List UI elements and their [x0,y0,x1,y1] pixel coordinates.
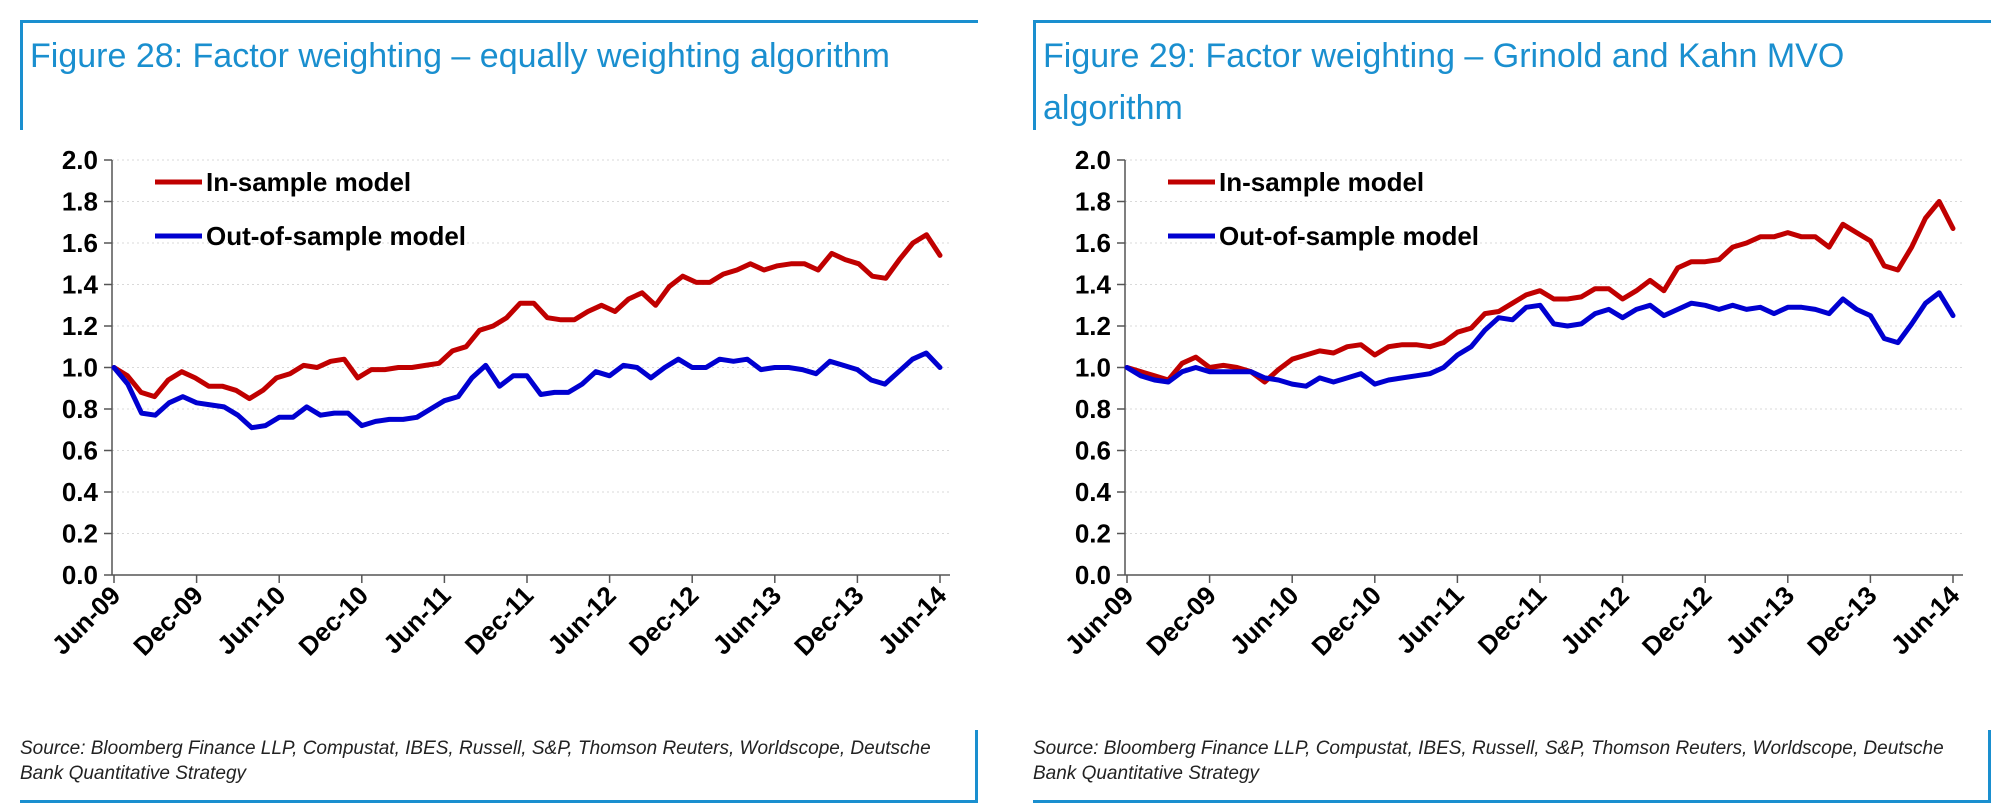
bottom-divider [20,800,978,803]
legend-label: In-sample model [206,167,411,197]
y-tick-label: 0.8 [62,394,98,424]
legend-label: In-sample model [1219,167,1424,197]
x-tick-label: Jun-14 [872,580,953,661]
figure-28-panel: Figure 28: Factor weighting – equally we… [20,0,1000,812]
x-tick-label: Jun-10 [211,580,291,660]
y-tick-label: 1.0 [62,353,98,383]
source-note: Source: Bloomberg Finance LLP, Compustat… [20,738,931,784]
x-tick-label: Jun-13 [1720,580,1800,660]
x-tick-label: Dec-12 [1636,580,1718,662]
y-tick-label: 1.2 [62,311,98,341]
x-tick-label: Dec-11 [1472,580,1552,660]
series-line-in-sample-model [1124,199,1956,385]
y-tick-label: 1.4 [62,270,99,300]
y-tick-label: 0.2 [1075,519,1111,549]
source-divider [1988,730,1991,800]
x-tick-label: Jun-11 [377,580,456,659]
top-divider [1033,20,1991,23]
y-tick-label: 1.6 [1075,228,1111,258]
x-tick-label: Jun-12 [1554,580,1634,660]
x-tick-label: Jun-10 [1224,580,1304,660]
x-tick-label: Dec-09 [1140,580,1222,662]
y-tick-label: 0.6 [1075,436,1111,466]
x-tick-label: Dec-13 [1801,580,1883,662]
series-line-in-sample-model [111,232,943,402]
x-tick-label: Dec-13 [788,580,870,662]
y-tick-label: 1.6 [62,228,98,258]
x-tick-label: Dec-11 [459,580,539,660]
y-tick-label: 0.0 [1075,560,1111,590]
x-tick-label: Dec-10 [1306,580,1388,662]
y-tick-label: 1.8 [62,187,98,217]
x-tick-label: Jun-13 [707,580,787,660]
bottom-divider [1033,800,1991,803]
x-tick-label: Dec-10 [293,580,375,662]
y-tick-label: 0.2 [62,519,98,549]
left-divider [1033,20,1036,130]
source-divider [975,730,978,800]
x-tick-label: Jun-11 [1390,580,1469,659]
x-tick-label: Dec-12 [623,580,705,662]
figure-title: Figure 29: Factor weighting – Grinold an… [1043,37,1845,127]
y-tick-label: 2.0 [1075,145,1111,175]
x-tick-label: Jun-14 [1885,580,1966,661]
series-line-out-of-sample-model [1124,290,1956,389]
y-tick-label: 1.8 [1075,187,1111,217]
figure-title: Figure 28: Factor weighting – equally we… [30,37,890,75]
x-tick-label: Dec-09 [127,580,209,662]
y-tick-label: 0.4 [62,477,99,507]
x-tick-label: Jun-09 [1059,580,1139,660]
y-tick-label: 0.0 [62,560,98,590]
legend-label: Out-of-sample model [1219,221,1479,251]
x-tick-label: Jun-09 [46,580,126,660]
y-tick-label: 0.4 [1075,477,1112,507]
y-tick-label: 1.2 [1075,311,1111,341]
legend-label: Out-of-sample model [206,221,466,251]
y-tick-label: 2.0 [62,145,98,175]
y-tick-label: 1.4 [1075,270,1112,300]
series-line-out-of-sample-model [111,350,943,431]
left-divider [20,20,23,130]
top-divider [20,20,978,23]
y-tick-label: 1.0 [1075,353,1111,383]
figure-29-panel: Figure 29: Factor weighting – Grinold an… [1033,0,2000,812]
x-tick-label: Jun-12 [541,580,621,660]
source-note: Source: Bloomberg Finance LLP, Compustat… [1033,738,1944,784]
y-tick-label: 0.6 [62,436,98,466]
y-tick-label: 0.8 [1075,394,1111,424]
